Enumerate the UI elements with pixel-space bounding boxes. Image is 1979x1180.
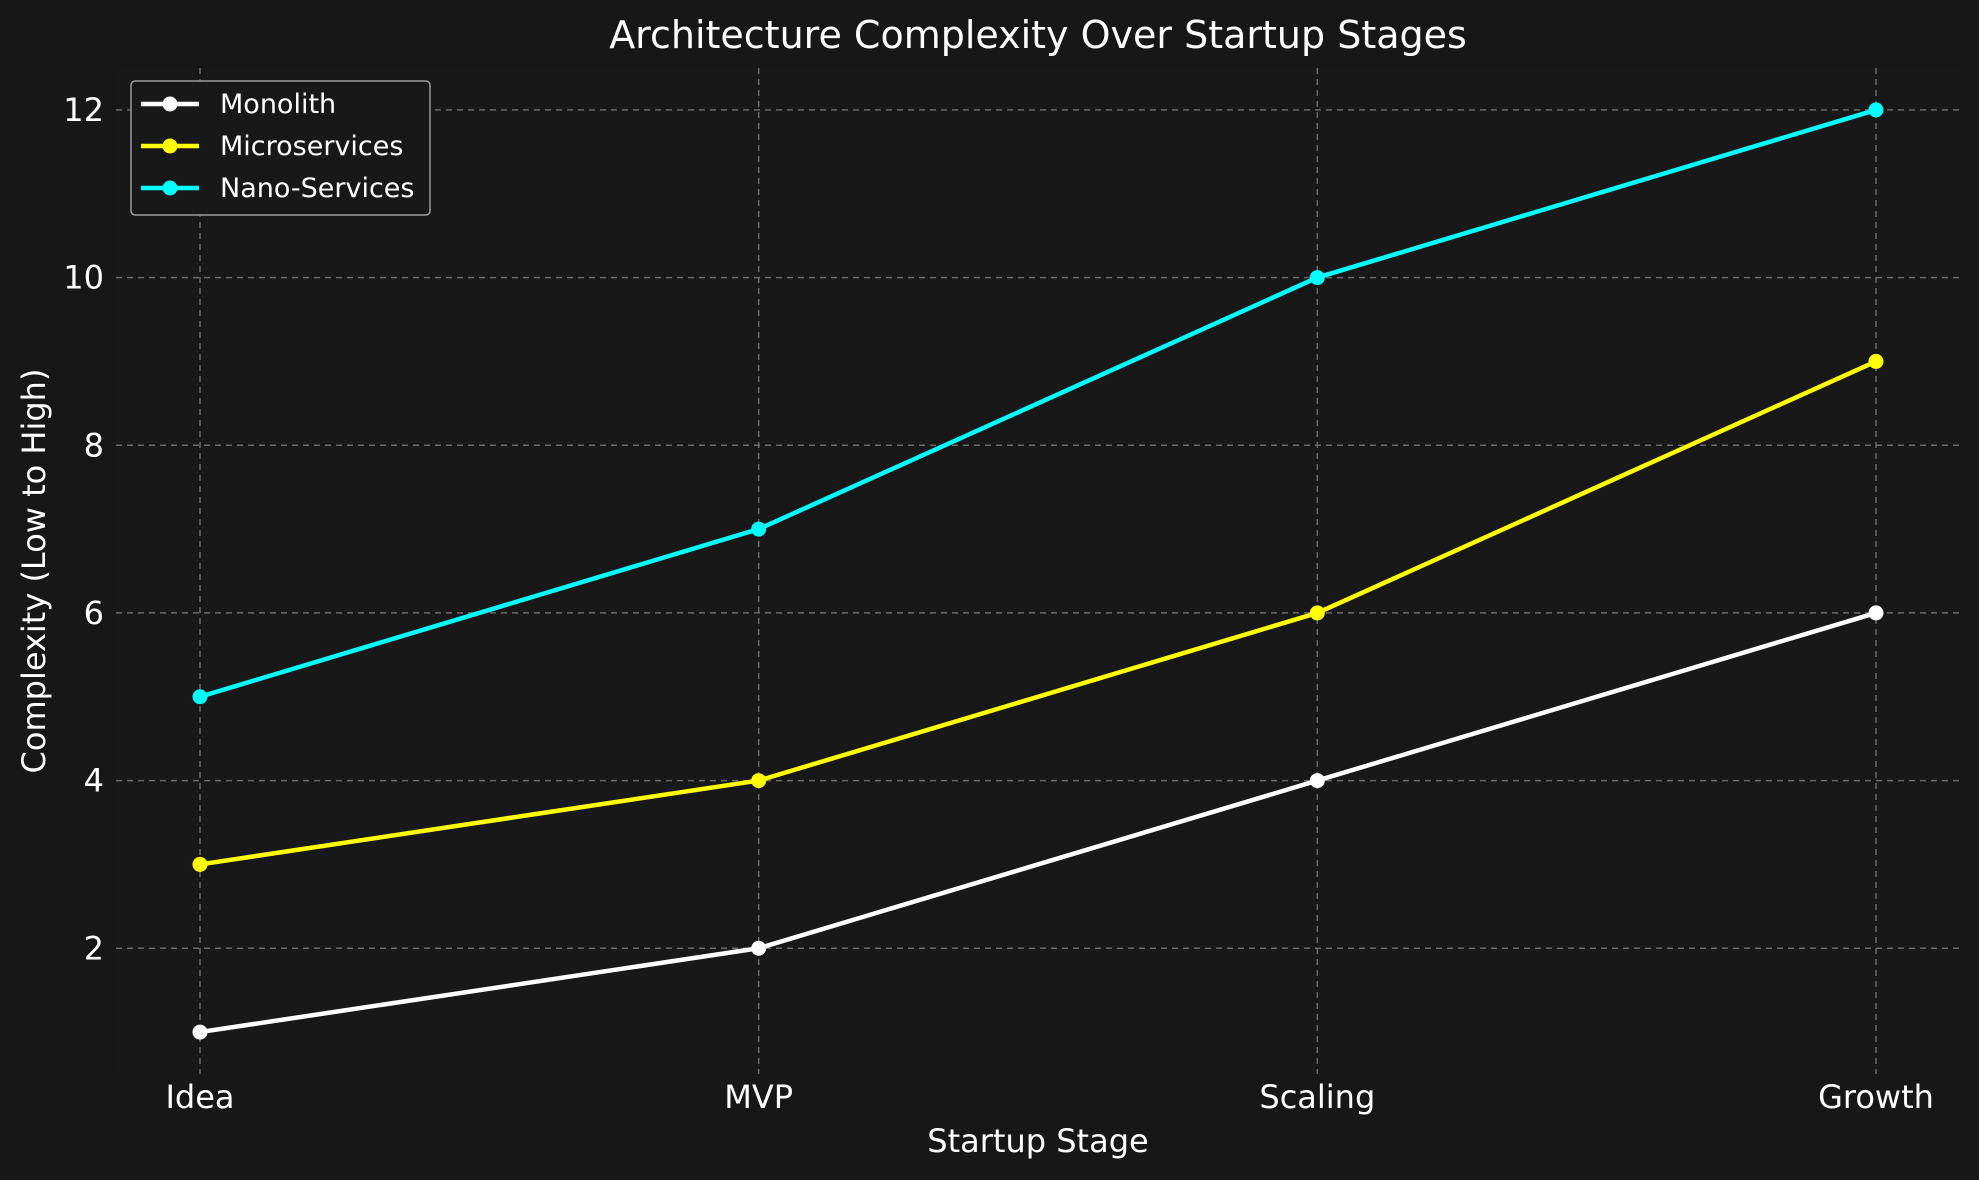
data-point-microservices	[192, 856, 208, 872]
x-tick-label: Scaling	[1259, 1078, 1375, 1116]
legend: Monolith Microservices Nano-Services	[130, 80, 431, 216]
chart-title: Architecture Complexity Over Startup Sta…	[609, 13, 1467, 57]
legend-marker-monolith	[162, 96, 178, 112]
legend-entry-monolith: Monolith	[141, 89, 336, 120]
legend-box	[130, 80, 431, 216]
data-point-microservices	[751, 773, 767, 789]
data-point-nano-services	[1309, 270, 1325, 286]
data-point-microservices	[1309, 605, 1325, 621]
series-microservices	[192, 353, 1884, 872]
legend-marker-nano-services	[162, 180, 178, 196]
series-line-monolith	[197, 610, 1879, 1035]
y-tick-label: 6	[84, 594, 104, 632]
legend-entry-microservices: Microservices	[141, 131, 403, 162]
data-point-monolith	[751, 940, 767, 956]
legend-label-microservices: Microservices	[220, 131, 403, 162]
x-tick-label: Growth	[1818, 1078, 1934, 1116]
data-point-nano-services	[192, 689, 208, 705]
x-tick-label: Idea	[165, 1078, 234, 1116]
y-tick-label: 10	[63, 259, 104, 297]
series-nano-services	[192, 102, 1884, 705]
legend-label-nano-services: Nano-Services	[220, 173, 414, 204]
data-point-microservices	[1868, 353, 1884, 369]
series-layer	[192, 102, 1884, 1040]
y-axis-ticks: 2 4 6 8 10 12	[63, 91, 104, 967]
legend-label-monolith: Monolith	[220, 89, 336, 120]
grid	[116, 68, 1960, 1074]
data-point-monolith	[1868, 605, 1884, 621]
x-axis-label: Startup Stage	[927, 1122, 1148, 1160]
y-tick-label: 2	[84, 929, 104, 967]
data-point-monolith	[1309, 773, 1325, 789]
y-tick-label: 8	[84, 426, 104, 464]
data-point-nano-services	[1868, 102, 1884, 118]
x-axis-ticks: Idea MVP Scaling Growth	[165, 1078, 1933, 1116]
series-line-microservices	[197, 359, 1879, 867]
plot-area	[116, 68, 1960, 1074]
y-tick-label: 12	[63, 91, 104, 129]
x-tick-label: MVP	[724, 1078, 793, 1116]
y-axis-label: Complexity (Low to High)	[15, 369, 53, 774]
series-monolith	[192, 605, 1884, 1040]
y-tick-label: 4	[84, 762, 104, 800]
data-point-nano-services	[751, 521, 767, 537]
legend-marker-microservices	[162, 138, 178, 154]
legend-entry-nano-services: Nano-Services	[141, 173, 414, 204]
series-line-nano-services	[197, 107, 1879, 699]
data-point-monolith	[192, 1024, 208, 1040]
